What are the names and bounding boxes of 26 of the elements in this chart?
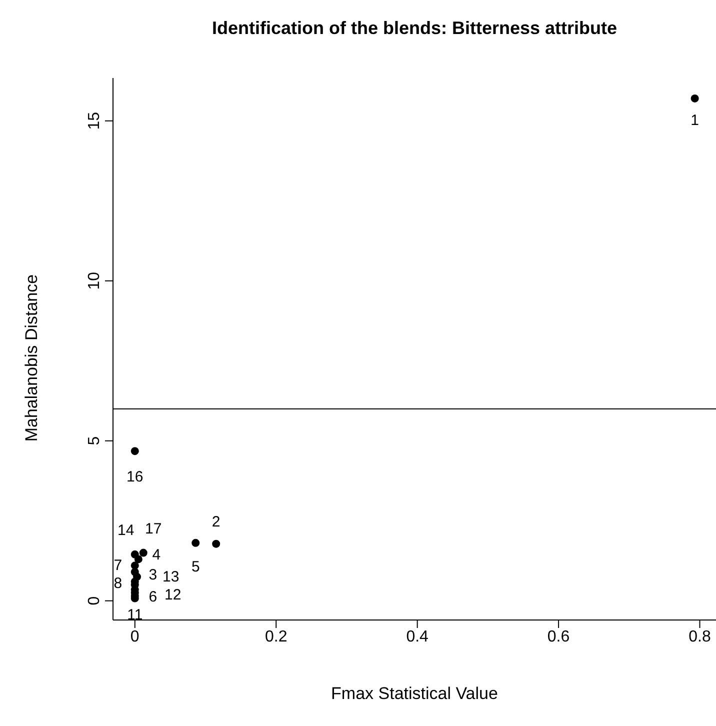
annotation: 14 [118,522,134,539]
annotation: 16 [126,468,144,486]
annotation: 3 [148,566,158,584]
y-tick-label: 10 [86,272,103,290]
chart-title: Identification of the blends: Bitterness attribute [210,18,618,39]
annotation: 8 [114,575,122,592]
x-tick-label: 0 [130,628,140,646]
y-tick-label: 5 [86,436,103,446]
y-axis-title: Mahalanobis Distance [22,274,42,442]
annotation: 17 [145,520,162,538]
annotation: 6 [148,588,158,606]
annotation: 1 [690,112,699,129]
y-tick-label: 15 [86,112,103,130]
annotation: 4 [152,546,161,564]
annotation: 5 [191,558,200,576]
y-tick-label: 0 [86,596,103,606]
annotation: 11 [127,606,143,624]
annotation: 7 [114,557,122,574]
x-tick-label: 0.8 [688,628,711,646]
annotation: 2 [212,513,220,530]
annotation: 12 [164,586,182,604]
annotation: 13 [162,568,180,586]
x-tick-label: 0.6 [547,628,570,646]
x-tick-label: 0.4 [406,628,429,646]
x-tick-label: 0.2 [264,628,288,646]
x-axis-title: Fmax Statistical Value [330,684,499,704]
